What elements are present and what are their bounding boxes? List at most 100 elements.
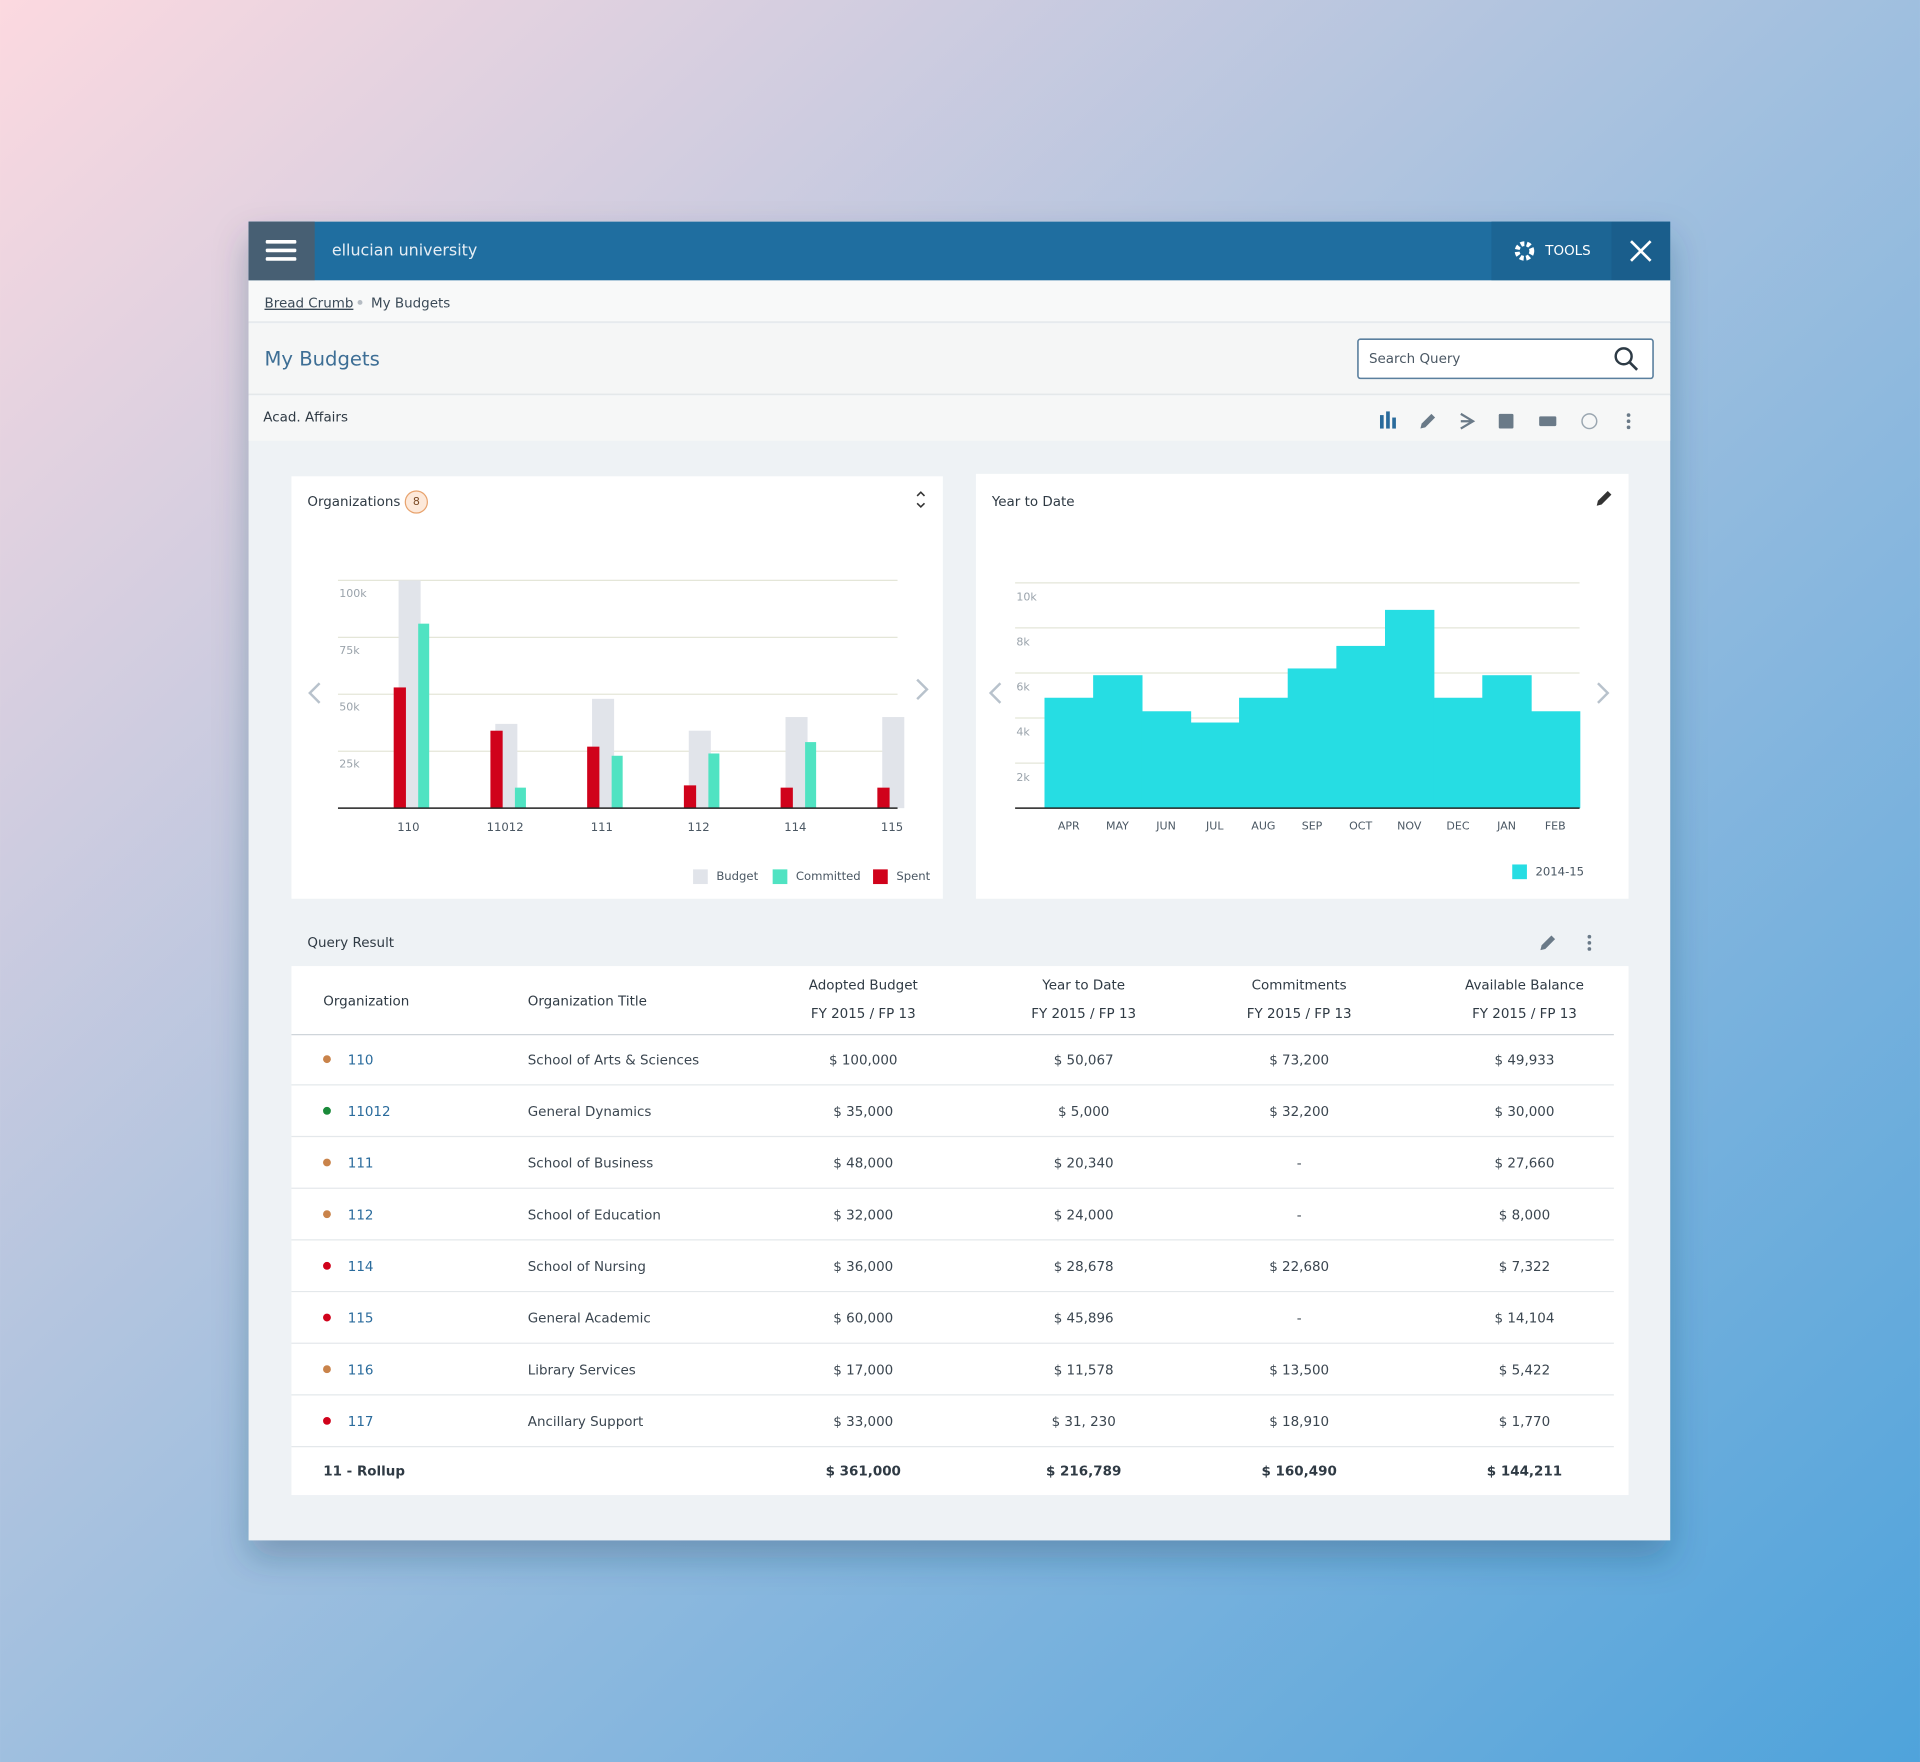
legend-swatch [693,869,708,885]
table-cell: $ 73,200 [1269,1053,1329,1068]
table-cell: School of Arts & Sciences [528,1053,699,1068]
table-cell: $ 60,000 [833,1312,893,1327]
table-cell: $ 45,896 [1054,1312,1114,1327]
save-icon[interactable] [1498,413,1514,429]
legend-swatch [873,869,888,885]
close-icon [1630,240,1652,262]
bar [418,623,430,809]
x-tick-label: 114 [784,820,806,834]
status-dot [323,1055,331,1064]
area-step [1433,697,1484,809]
tools-label: TOOLS [1544,244,1590,259]
prev-arrow[interactable] [988,682,1002,704]
chart-title: Year to Date [991,495,1075,510]
x-tick-label: OCT [1349,820,1372,833]
x-tick-label: NOV [1397,820,1422,833]
bar [611,755,623,809]
area-step [1190,722,1240,809]
more-icon[interactable] [1587,934,1592,951]
x-tick-label: FEB [1545,820,1566,833]
edit-icon[interactable] [1596,491,1612,506]
status-dot [323,1106,331,1115]
legend-label: Committed [796,869,861,883]
bar [514,787,526,809]
table-cell: $ 8,000 [1499,1208,1550,1223]
area-step [1482,675,1532,809]
table-cell: $ 20,340 [1054,1157,1114,1172]
search-placeholder: Search Query [1369,352,1460,367]
total-cell: 11 - Rollup [323,1464,405,1479]
table-cell: $ 24,000 [1054,1208,1114,1223]
table-cell: $ 14,104 [1495,1312,1555,1327]
more-icon[interactable] [1626,413,1631,430]
total-cell: $ 216,789 [1046,1464,1121,1479]
bar [490,730,503,809]
breadcrumb-link[interactable]: Bread Crumb [265,297,354,312]
x-tick-label: MAY [1106,820,1129,833]
x-tick-label: 112 [687,820,709,834]
y-tick-label: 100k [339,587,367,600]
y-tick-label: 75k [339,644,360,657]
table-cell: $ 17,000 [833,1363,893,1378]
column-header: Available Balance [1465,979,1584,994]
next-arrow[interactable] [916,678,929,701]
table-cell: $ 49,933 [1495,1053,1555,1068]
org-link: 115 [348,1312,374,1327]
edit-icon[interactable] [1420,413,1436,429]
tools-button[interactable] [1491,221,1612,281]
org-link: 11012 [348,1105,391,1120]
search-icon[interactable] [1614,347,1633,366]
chart-title: Organizations [307,495,400,510]
total-cell: $ 160,490 [1262,1464,1337,1479]
table-cell: $ 22,680 [1269,1260,1329,1275]
query-title: Query Result [307,936,394,951]
y-tick-label: 50k [339,701,360,714]
x-tick-label: JUN [1155,820,1176,833]
area-step [1336,645,1386,809]
share-icon[interactable] [1460,412,1476,430]
area-step [1141,711,1192,809]
total-cell: $ 361,000 [826,1464,901,1479]
column-header: FY 2015 / FP 13 [1472,1007,1577,1022]
table-cell: Library Services [528,1363,636,1378]
top-bar [248,221,1671,281]
x-tick-label: SEP [1302,820,1323,833]
area-step [1093,675,1143,809]
breadcrumb-current: My Budgets [371,297,450,312]
legend-swatch [772,869,788,885]
menu-icon [265,239,297,261]
table-cell: $ 5,422 [1499,1363,1550,1378]
x-tick-label: DEC [1446,820,1469,833]
column-header: FY 2015 / FP 13 [1247,1007,1352,1022]
org-link: 114 [348,1260,374,1275]
search-box[interactable] [1357,338,1654,380]
y-tick-label: 2k [1016,771,1030,784]
info-icon[interactable] [1581,413,1598,430]
legend-label: Spent [896,869,930,883]
sort-icon[interactable] [916,491,926,509]
column-header: Adopted Budget [809,979,918,994]
org-link: 111 [348,1157,374,1172]
area-step [1044,697,1094,809]
section-title: Acad. Affairs [263,411,348,426]
edit-icon[interactable] [1540,935,1556,951]
area-step [1384,609,1435,809]
table-cell: $ 1,770 [1499,1415,1550,1430]
next-arrow[interactable] [1597,682,1610,704]
y-tick-label: 8k [1016,636,1030,649]
org-link: 117 [348,1415,374,1430]
bar [785,717,808,809]
bar [708,753,720,809]
legend-label: 2014-15 [1535,864,1584,878]
table-cell: $ 28,678 [1054,1260,1114,1275]
x-tick-label: AUG [1251,820,1275,833]
column-header: Organization Title [528,995,647,1010]
status-dot [323,1313,331,1322]
column-header: Organization [323,995,409,1010]
print-icon[interactable] [1539,416,1557,427]
table-cell: $ 50,067 [1054,1053,1114,1068]
status-dot [323,1158,331,1167]
prev-arrow[interactable] [308,682,321,704]
chart-icon[interactable] [1379,411,1396,429]
table-cell: $ 32,200 [1269,1105,1329,1120]
